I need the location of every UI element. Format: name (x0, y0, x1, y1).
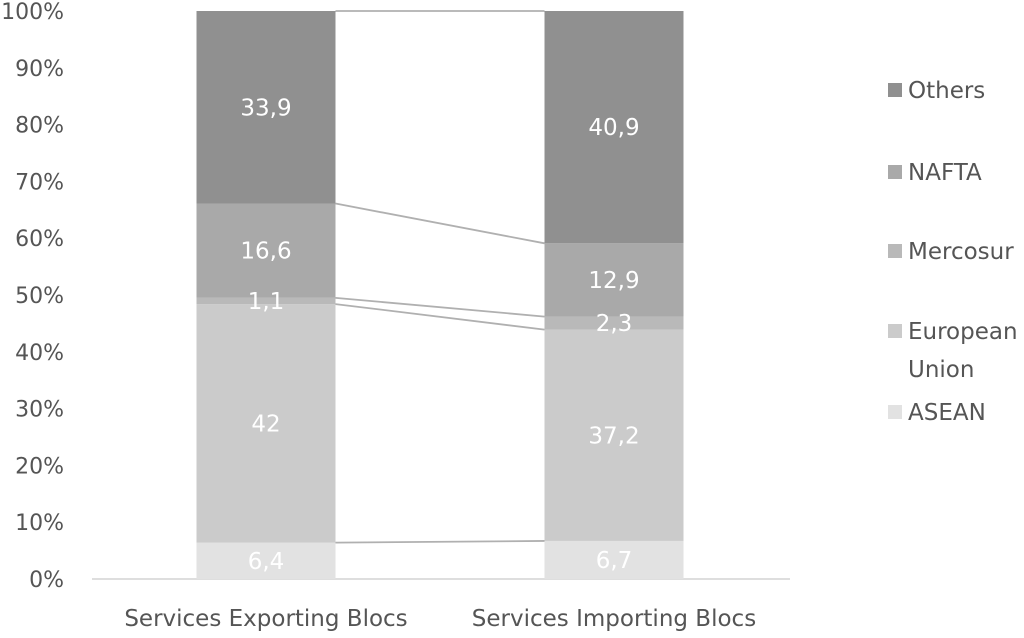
y-tick-label: 30% (15, 398, 64, 423)
bar-segment (196, 297, 336, 305)
y-tick-label: 50% (15, 284, 64, 309)
legend-swatch (888, 405, 902, 419)
legend-swatch (888, 165, 902, 179)
series-line (335, 303, 545, 331)
legend-swatch (888, 324, 902, 338)
legend-label: Others (908, 78, 985, 104)
legend-label: European (908, 319, 1018, 345)
bar-segment (544, 11, 684, 244)
x-tick-label: Services Exporting Blocs (124, 606, 407, 632)
x-axis: Services Exporting Blocs Services Importi… (124, 606, 756, 632)
y-tick-label: 90% (15, 57, 64, 82)
series-line (335, 540, 545, 544)
legend-label: NAFTA (908, 160, 982, 186)
data-label: 2,3 (596, 311, 633, 337)
y-tick-label: 0% (29, 568, 64, 593)
y-axis: 0% 10% 20% 30% 40% 50% 60% 70% 80% 90% 100% (1, 0, 790, 593)
data-label: 40,9 (588, 115, 639, 141)
x-tick-label: Services Importing Blocs (472, 606, 756, 632)
data-label: 6,4 (248, 549, 285, 575)
series-line (335, 202, 545, 245)
y-tick-label: 20% (15, 454, 64, 479)
bar-segment (544, 316, 684, 330)
y-tick-label: 10% (15, 511, 64, 536)
bar-segment (196, 304, 336, 543)
y-tick-label: 80% (15, 114, 64, 139)
y-tick-label: 100% (1, 0, 64, 25)
legend-swatch (888, 83, 902, 97)
bar-segment (544, 243, 684, 317)
y-tick-label: 60% (15, 227, 64, 252)
y-tick-label: 40% (15, 341, 64, 366)
data-label: 42 (251, 411, 280, 437)
data-label: 33,9 (240, 95, 291, 121)
data-label: 6,7 (596, 548, 633, 574)
bar-segment (196, 542, 336, 579)
bar-segment (544, 329, 684, 541)
bars (196, 11, 684, 579)
data-label: 1,1 (248, 289, 285, 315)
legend-label: Mercosur (908, 239, 1014, 265)
data-label: 37,2 (588, 423, 639, 449)
legend-swatch (888, 244, 902, 258)
legend-label: Union (908, 357, 974, 383)
data-label: 16,6 (240, 239, 291, 265)
y-tick-label: 70% (15, 170, 64, 195)
bar-segment (196, 203, 336, 298)
series-lines (335, 10, 545, 544)
legend: Others NAFTA Mercosur European Union ASEAN (888, 78, 1018, 426)
series-line (335, 296, 545, 318)
bar-segment (544, 540, 684, 579)
data-labels: 6,4 6,7 42 37,2 1,1 2,3 16,6 12,9 33,9 40,9 (240, 95, 639, 575)
data-label: 12,9 (588, 268, 639, 294)
bar-segment (196, 11, 336, 204)
legend-label: ASEAN (908, 400, 986, 426)
